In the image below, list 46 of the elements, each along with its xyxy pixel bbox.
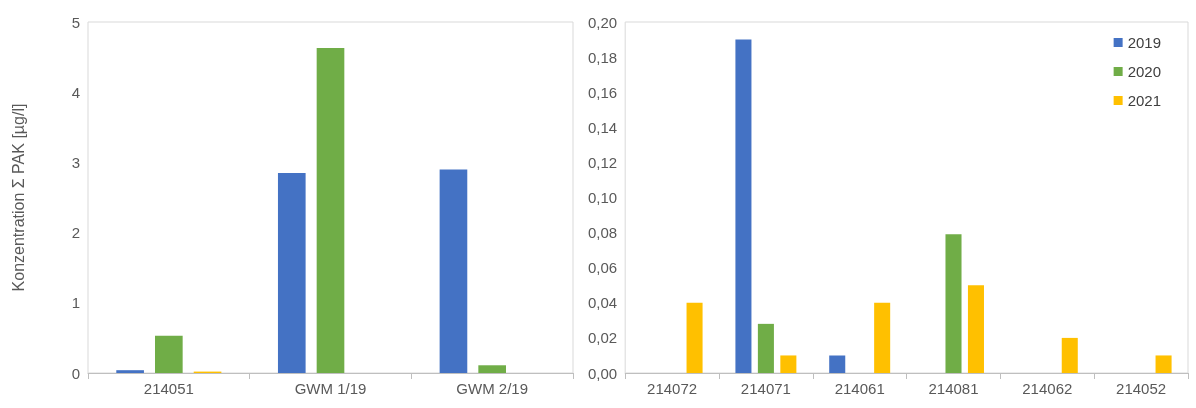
legend-label: 2021 (1127, 92, 1162, 109)
bar (780, 355, 797, 373)
bar (316, 47, 345, 373)
bar (945, 234, 962, 373)
bar (1155, 355, 1172, 373)
legend-label: 2020 (1127, 63, 1162, 80)
y-tick-label: 2 (71, 224, 80, 242)
y-tick-label: 0,02 (587, 329, 618, 347)
y-tick-label: 0,06 (587, 259, 618, 277)
y-tick-label: 0,00 (587, 364, 618, 382)
x-tick-label: 214051 (143, 380, 194, 397)
bar (478, 365, 506, 373)
x-tick-label: 214081 (928, 380, 979, 397)
y-tick-label: 0,20 (587, 13, 618, 31)
x-tick-label: GWM 2/19 (456, 380, 529, 397)
bar (686, 302, 703, 373)
bar (829, 355, 846, 373)
x-tick-label: 214062 (1022, 380, 1073, 397)
x-tick-label: GWM 1/19 (294, 380, 367, 397)
x-tick-label: 214061 (834, 380, 885, 397)
bar (1061, 337, 1078, 373)
bar (735, 39, 752, 373)
y-tick-label: 0,14 (587, 118, 618, 136)
y-tick-label: 3 (71, 153, 80, 171)
bar (874, 302, 891, 373)
legend-label: 2019 (1127, 34, 1162, 51)
x-tick-label: 214072 (647, 380, 698, 397)
y-tick-label: 0,18 (587, 48, 618, 66)
x-tick-label: 214052 (1116, 380, 1167, 397)
y-tick-label: 0 (71, 364, 80, 382)
bar (757, 323, 774, 373)
y-tick-label: 0,16 (587, 83, 618, 101)
bar (277, 172, 306, 373)
y-tick-label: 0,10 (587, 189, 618, 206)
bar (439, 169, 468, 373)
bar (155, 335, 183, 373)
bar (967, 285, 984, 373)
y-axis-title: Konzentration Σ PAK [µg/l] (9, 103, 27, 292)
y-tick-label: 0,08 (587, 224, 618, 242)
y-tick-label: 1 (71, 294, 80, 312)
bar (116, 370, 144, 373)
y-tick-label: 5 (71, 13, 80, 31)
y-tick-label: 4 (71, 83, 80, 101)
y-tick-label: 0,12 (587, 153, 618, 171)
x-tick-label: 214071 (740, 380, 791, 397)
y-tick-label: 0,04 (587, 294, 618, 312)
